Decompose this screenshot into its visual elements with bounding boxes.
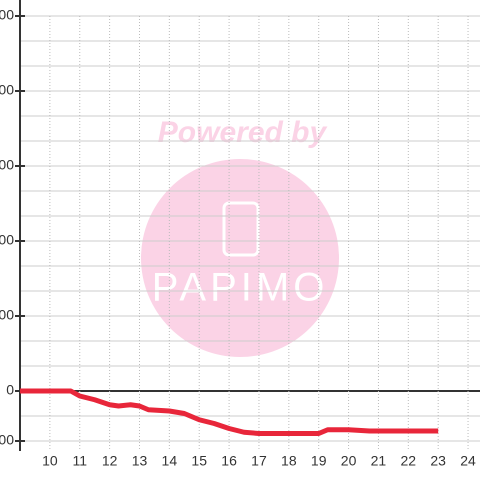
watermark-icon [222, 201, 260, 257]
y-tick-label: -20,000 [0, 432, 14, 448]
watermark-text: Powered by [158, 116, 328, 149]
data-line [20, 388, 439, 436]
y-tick-label: 60,000 [0, 232, 14, 248]
x-tick-label: 17 [251, 453, 267, 469]
watermark-circle [141, 159, 339, 357]
y-tick-label: 120,000 [0, 82, 14, 98]
x-tick-label: 19 [311, 453, 327, 469]
x-tick-label: 11 [72, 453, 87, 469]
watermark-logo: PAPIMO [152, 266, 329, 310]
x-tick-label: 12 [102, 453, 118, 469]
y-tick-label: 30,000 [0, 307, 14, 323]
x-tick-label: 13 [132, 453, 148, 469]
x-tick-label: 10 [42, 453, 58, 469]
x-tick-label: 20 [341, 453, 357, 469]
y-tick-label: 150,000 [0, 7, 14, 23]
x-tick-label: 23 [430, 453, 446, 469]
x-tick-label: 18 [281, 453, 297, 469]
y-tick-label: 0 [6, 382, 14, 398]
x-tick-label: 14 [162, 453, 178, 469]
x-tick-label: 24 [460, 453, 476, 469]
x-tick-label: 16 [221, 453, 237, 469]
x-tick-label: 15 [191, 453, 207, 469]
x-tick-label: 21 [371, 453, 387, 469]
y-tick-label: 90,000 [0, 157, 14, 173]
x-tick-label: 22 [401, 453, 417, 469]
